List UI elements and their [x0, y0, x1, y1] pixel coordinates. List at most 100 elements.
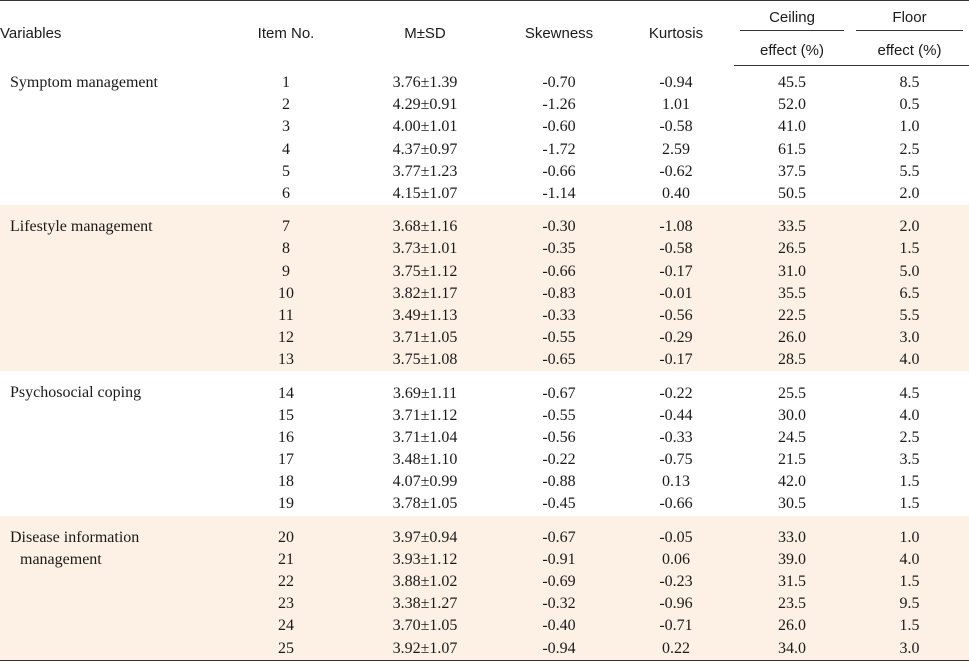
item-number-cell: 5	[282, 162, 290, 180]
kurtosis-cell: -0.33	[659, 428, 693, 446]
header-ceiling-bottom: effect (%)	[734, 35, 850, 66]
kurtosis-cell: -0.05	[618, 526, 734, 549]
item-number-cell: 1	[282, 74, 290, 92]
item-number-cell: 16	[278, 428, 294, 446]
table-row: 23 3.38±1.27 -0.32 -0.96 23.5 9.5	[0, 593, 969, 616]
mean-sd-cell: 3.49±1.13	[350, 304, 500, 328]
floor-effect-cell: 3.5	[899, 451, 920, 469]
floor-effect-cell: 4.5	[899, 384, 920, 402]
floor-effect-cell: 5.5	[850, 304, 969, 328]
variable-name: Symptom management	[10, 74, 158, 91]
skewness-cell: -0.22	[542, 451, 576, 469]
variable-cell	[0, 637, 222, 661]
table-row: 12 3.71±1.05 -0.55 -0.29 26.0 3.0	[0, 327, 969, 350]
ceiling-effect-cell: 41.0	[778, 118, 806, 136]
ceiling-effect-cell: 45.5	[778, 74, 806, 92]
ceiling-effect-cell: 21.5	[778, 451, 806, 469]
table-row: 2 4.29±0.91 -1.26 1.01 52.0 0.5	[0, 94, 969, 116]
item-number-cell: 9	[222, 260, 350, 283]
kurtosis-cell: -0.75	[659, 451, 693, 469]
skewness-cell: -1.26	[542, 96, 576, 114]
group-separator	[0, 371, 969, 383]
skewness-cell: -0.30	[500, 216, 618, 239]
mean-sd-cell: 3.82±1.17	[350, 282, 500, 305]
skewness-cell: -1.72	[542, 140, 576, 158]
skewness-cell: -0.35	[500, 238, 618, 261]
mean-sd-cell: 4.29±0.91	[392, 96, 458, 114]
item-number-cell: 17	[278, 451, 294, 469]
variable-cell	[0, 304, 222, 328]
variable-cell	[0, 570, 222, 594]
item-number-cell: 2	[282, 96, 290, 114]
item-number-cell: 11	[222, 304, 350, 328]
floor-effect-cell: 1.5	[899, 473, 920, 491]
variable-cell	[0, 615, 222, 638]
group-separator	[0, 65, 969, 72]
floor-effect-cell: 9.5	[850, 593, 969, 616]
mean-sd-cell: 3.76±1.39	[392, 74, 458, 92]
item-number-cell: 25	[222, 637, 350, 661]
kurtosis-cell: -0.58	[618, 238, 734, 261]
mean-sd-cell: 3.70±1.05	[350, 615, 500, 638]
table-row: 19 3.78±1.05 -0.45 -0.66 30.5 1.5	[0, 493, 969, 515]
skewness-cell: -0.67	[542, 384, 576, 402]
kurtosis-cell: -0.62	[659, 162, 693, 180]
header-variables: Variables	[0, 0, 222, 66]
table-body: Symptom management 1 3.76±1.39 -0.70 -0.94 45…	[0, 65, 969, 661]
ceiling-effect-cell: 28.5	[734, 349, 850, 372]
table-row: 15 3.71±1.12 -0.55 -0.44 30.0 4.0	[0, 405, 969, 427]
variable-cell: Psychosocial coping	[0, 382, 222, 404]
table-header: Variables Item No. M±SD Skewness Kurtosi…	[0, 0, 969, 66]
header-skewness: Skewness	[500, 0, 618, 66]
variable-cell	[0, 94, 222, 116]
mean-sd-cell: 3.71±1.05	[350, 327, 500, 350]
variable-cell: Lifestyle management	[0, 216, 222, 239]
item-number-cell: 12	[222, 327, 350, 350]
ceiling-effect-cell: 22.5	[734, 304, 850, 328]
item-number-cell: 15	[278, 406, 294, 424]
floor-effect-cell: 2.0	[850, 216, 969, 239]
floor-effect-cell: 1.0	[850, 526, 969, 549]
kurtosis-cell: -0.96	[618, 593, 734, 616]
ceiling-effect-cell: 30.5	[778, 495, 806, 513]
floor-effect-cell: 1.5	[850, 238, 969, 261]
kurtosis-cell: -0.56	[618, 304, 734, 328]
table-row: Disease information 20 3.97±0.94 -0.67 -0.05…	[0, 526, 969, 549]
header-floor-bottom: effect (%)	[850, 35, 969, 66]
table-row: 17 3.48±1.10 -0.22 -0.75 21.5 3.5	[0, 449, 969, 471]
skewness-cell: -0.88	[542, 473, 576, 491]
variable-name: Disease information	[10, 528, 140, 546]
variable-cell	[0, 238, 222, 261]
kurtosis-cell: 2.59	[662, 140, 690, 158]
skewness-cell: -0.32	[500, 593, 618, 616]
table-row: 5 3.77±1.23 -0.66 -0.62 37.5 5.5	[0, 161, 969, 183]
table-row: 9 3.75±1.12 -0.66 -0.17 31.0 5.0	[0, 260, 969, 283]
mean-sd-cell: 3.92±1.07	[350, 637, 500, 661]
skewness-cell: -0.60	[542, 118, 576, 136]
mean-sd-cell: 3.38±1.27	[350, 593, 500, 616]
table-row: 24 3.70±1.05 -0.40 -0.71 26.0 1.5	[0, 615, 969, 638]
mean-sd-cell: 4.00±1.01	[392, 118, 458, 136]
mean-sd-cell: 3.68±1.16	[350, 216, 500, 239]
kurtosis-cell: 0.13	[662, 473, 690, 491]
skewness-cell: -0.91	[500, 548, 618, 571]
kurtosis-cell: 1.01	[662, 96, 690, 114]
skewness-cell: -0.40	[500, 615, 618, 638]
table-row: 3 4.00±1.01 -0.60 -0.58 41.0 1.0	[0, 116, 969, 138]
skewness-cell: -0.83	[500, 282, 618, 305]
separator-cell	[0, 205, 969, 217]
ceiling-effect-cell: 26.0	[734, 615, 850, 638]
mean-sd-cell: 3.71±1.04	[392, 428, 458, 446]
variable-cell	[0, 493, 222, 515]
floor-effect-cell: 1.5	[850, 570, 969, 594]
skewness-cell: -0.55	[500, 327, 618, 350]
ceiling-effect-cell: 33.0	[734, 526, 850, 549]
item-number-cell: 23	[222, 593, 350, 616]
item-number-cell: 10	[222, 282, 350, 305]
ceiling-effect-cell: 24.5	[778, 428, 806, 446]
table-row: 8 3.73±1.01 -0.35 -0.58 26.5 1.5	[0, 238, 969, 261]
kurtosis-cell: -0.94	[659, 74, 693, 92]
kurtosis-cell: -0.58	[659, 118, 693, 136]
item-number-cell: 22	[222, 570, 350, 594]
